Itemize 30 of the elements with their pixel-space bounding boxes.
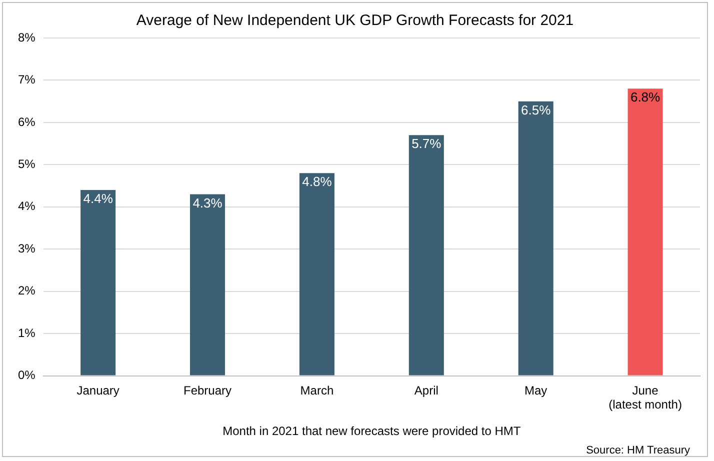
x-tick-label: January [76,383,120,398]
bar [518,101,554,376]
bar [408,135,444,376]
data-label: 6.8% [630,90,661,105]
x-axis-title: Month in 2021 that new forecasts were provided to HMT [222,424,522,438]
x-tick-label: June (latest month) [608,383,682,412]
x-tick-label: March [300,383,334,398]
chart-title: Average of New Independent UK GDP Growth Forecasts for 2021 [136,12,574,30]
y-tick-label: 8% [18,30,36,44]
x-tick-label: April [414,383,438,398]
bar [628,88,663,376]
y-tick-label: 1% [18,326,36,340]
x-tick-label: May [524,383,548,398]
bar [80,190,116,376]
y-tick-label: 0% [18,368,36,382]
bar [299,173,334,376]
data-label: 5.7% [412,136,442,152]
y-tick-label: 3% [18,241,36,256]
y-tick-label: 5% [18,156,36,171]
y-tick-label: 4% [18,199,36,214]
y-tick-label: 6% [18,114,36,129]
x-tick-label: February [183,383,232,398]
bar [190,194,226,376]
y-tick-label: 2% [18,284,36,298]
y-tick-label: 7% [18,72,36,87]
data-label: 6.5% [521,102,552,118]
data-label: 4.4% [83,191,114,206]
data-label: 4.3% [192,195,223,210]
data-label: 4.8% [302,174,332,190]
source-note: Source: HM Treasury [586,444,690,457]
